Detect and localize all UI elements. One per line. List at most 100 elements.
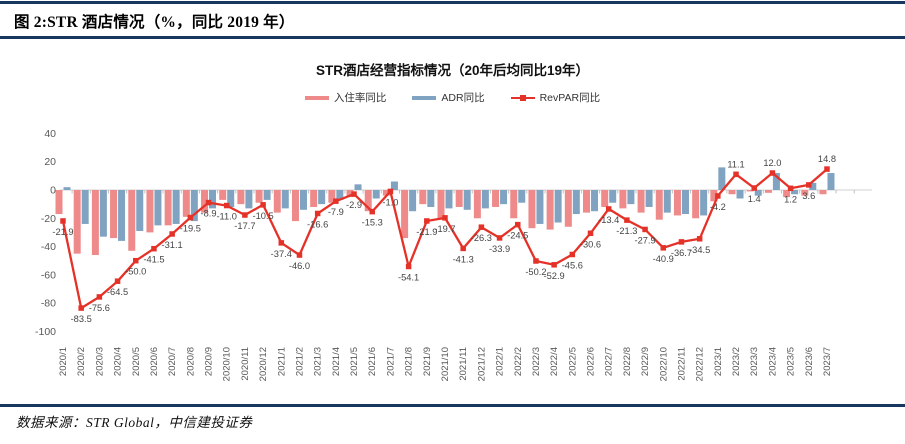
revpar-point	[169, 231, 175, 237]
adr-bar	[118, 190, 126, 241]
adr-bar	[209, 190, 217, 209]
adr-bar	[445, 190, 453, 209]
adr-bar	[754, 190, 762, 196]
svg-text:-50.2: -50.2	[525, 267, 546, 277]
revpar-point	[769, 170, 776, 176]
revpar-point	[642, 226, 648, 233]
adr-bar	[809, 182, 817, 190]
occupancy-bar	[110, 190, 118, 239]
chart-title: STR酒店经营指标情况（20年后均同比19年）	[315, 63, 590, 78]
revpar-point	[314, 210, 321, 217]
adr-bar	[136, 190, 144, 232]
svg-text:11.1: 11.1	[727, 159, 744, 169]
svg-text:2021/6: 2021/6	[367, 347, 378, 376]
occupancy-bar	[273, 190, 281, 213]
revpar-point	[187, 214, 194, 221]
revpar-point	[442, 215, 448, 221]
occupancy-bar	[328, 190, 336, 203]
svg-text:2023/4: 2023/4	[767, 347, 778, 376]
svg-text:2020/5: 2020/5	[131, 347, 142, 376]
occupancy-bar	[55, 190, 63, 215]
svg-text:-100: -100	[35, 326, 56, 338]
adr-bar	[627, 190, 635, 205]
svg-text:-75.6: -75.6	[89, 303, 110, 313]
legend-label: ADR同比	[441, 92, 485, 104]
svg-text:2021/7: 2021/7	[385, 347, 396, 376]
revpar-point	[824, 166, 830, 172]
svg-text:-50.0: -50.0	[125, 267, 146, 277]
occupancy-bar	[473, 190, 481, 219]
legend-label: RevPAR同比	[539, 92, 601, 104]
svg-text:2023/3: 2023/3	[749, 347, 760, 376]
svg-text:2020/7: 2020/7	[167, 347, 178, 376]
adr-bar	[645, 190, 653, 207]
occupancy-bar	[346, 190, 354, 198]
revpar-point	[515, 221, 521, 228]
svg-text:-13.4: -13.4	[598, 215, 619, 225]
revpar-point	[260, 202, 266, 208]
occupancy-bar	[819, 190, 827, 195]
occupancy-bar	[801, 190, 809, 196]
legend-item-revpar: RevPAR同比	[510, 90, 601, 105]
adr-bar	[736, 190, 744, 199]
adr-bar	[827, 173, 835, 190]
adr-bar	[500, 190, 508, 205]
occupancy-bar	[692, 190, 700, 219]
svg-text:2023/2: 2023/2	[731, 347, 742, 376]
svg-text:-36.7: -36.7	[671, 248, 692, 258]
svg-text:-80: -80	[41, 298, 56, 310]
revpar-point	[205, 199, 212, 206]
svg-text:0: 0	[50, 185, 56, 197]
svg-text:2023/5: 2023/5	[786, 347, 797, 376]
occupancy-bar	[655, 190, 663, 220]
footer-divider-rule	[0, 404, 905, 407]
svg-text:-21.9: -21.9	[416, 227, 437, 237]
svg-text:-52.9: -52.9	[544, 271, 565, 281]
svg-text:2021/2: 2021/2	[294, 347, 305, 376]
revpar-line	[60, 166, 830, 311]
occupancy-swatch-icon	[304, 95, 329, 100]
svg-text:-2.9: -2.9	[346, 200, 362, 210]
occupancy-bar	[128, 190, 136, 251]
svg-text:2023/1: 2023/1	[713, 347, 724, 376]
revpar-point	[806, 182, 812, 188]
revpar-point	[587, 230, 594, 237]
svg-text:2022/11: 2022/11	[676, 347, 687, 381]
svg-text:2022/4: 2022/4	[549, 347, 560, 376]
revpar-point	[533, 258, 539, 264]
svg-text:2022/3: 2022/3	[531, 347, 542, 376]
svg-text:2021/10: 2021/10	[440, 347, 451, 381]
svg-text:-46.0: -46.0	[289, 261, 310, 271]
svg-text:-8.9: -8.9	[201, 209, 217, 219]
occupancy-bar	[310, 190, 318, 207]
occupancy-bar	[619, 190, 627, 209]
occupancy-bar	[219, 190, 227, 200]
adr-bar	[354, 184, 362, 190]
adr-swatch-icon	[412, 95, 437, 100]
occupancy-bar	[73, 190, 81, 254]
svg-text:-37.4: -37.4	[271, 249, 292, 259]
svg-text:2022/10: 2022/10	[658, 347, 669, 381]
revpar-point	[551, 262, 557, 268]
svg-text:-21.9: -21.9	[52, 227, 73, 237]
svg-text:3.6: 3.6	[802, 191, 815, 201]
revpar-point	[460, 245, 466, 252]
svg-text:2021/3: 2021/3	[313, 347, 324, 376]
svg-text:-11.0: -11.0	[216, 212, 237, 222]
svg-text:2020/12: 2020/12	[258, 347, 269, 381]
occupancy-bar	[182, 190, 190, 217]
revpar-point	[114, 278, 121, 284]
adr-bar	[427, 190, 435, 207]
occupancy-bar	[237, 190, 245, 205]
x-axis-labels: 2020/1 2020/2 2020/3 2020/4 2020/5 2020/6 2020…	[58, 347, 833, 381]
adr-bar	[700, 190, 708, 216]
adr-bar	[663, 190, 671, 213]
occupancy-bar	[546, 190, 554, 230]
revpar-point	[424, 218, 430, 224]
occupancy-bar	[146, 190, 154, 233]
revpar-point	[369, 208, 375, 215]
svg-text:2023/7: 2023/7	[822, 347, 833, 376]
occupancy-bar	[673, 190, 681, 216]
